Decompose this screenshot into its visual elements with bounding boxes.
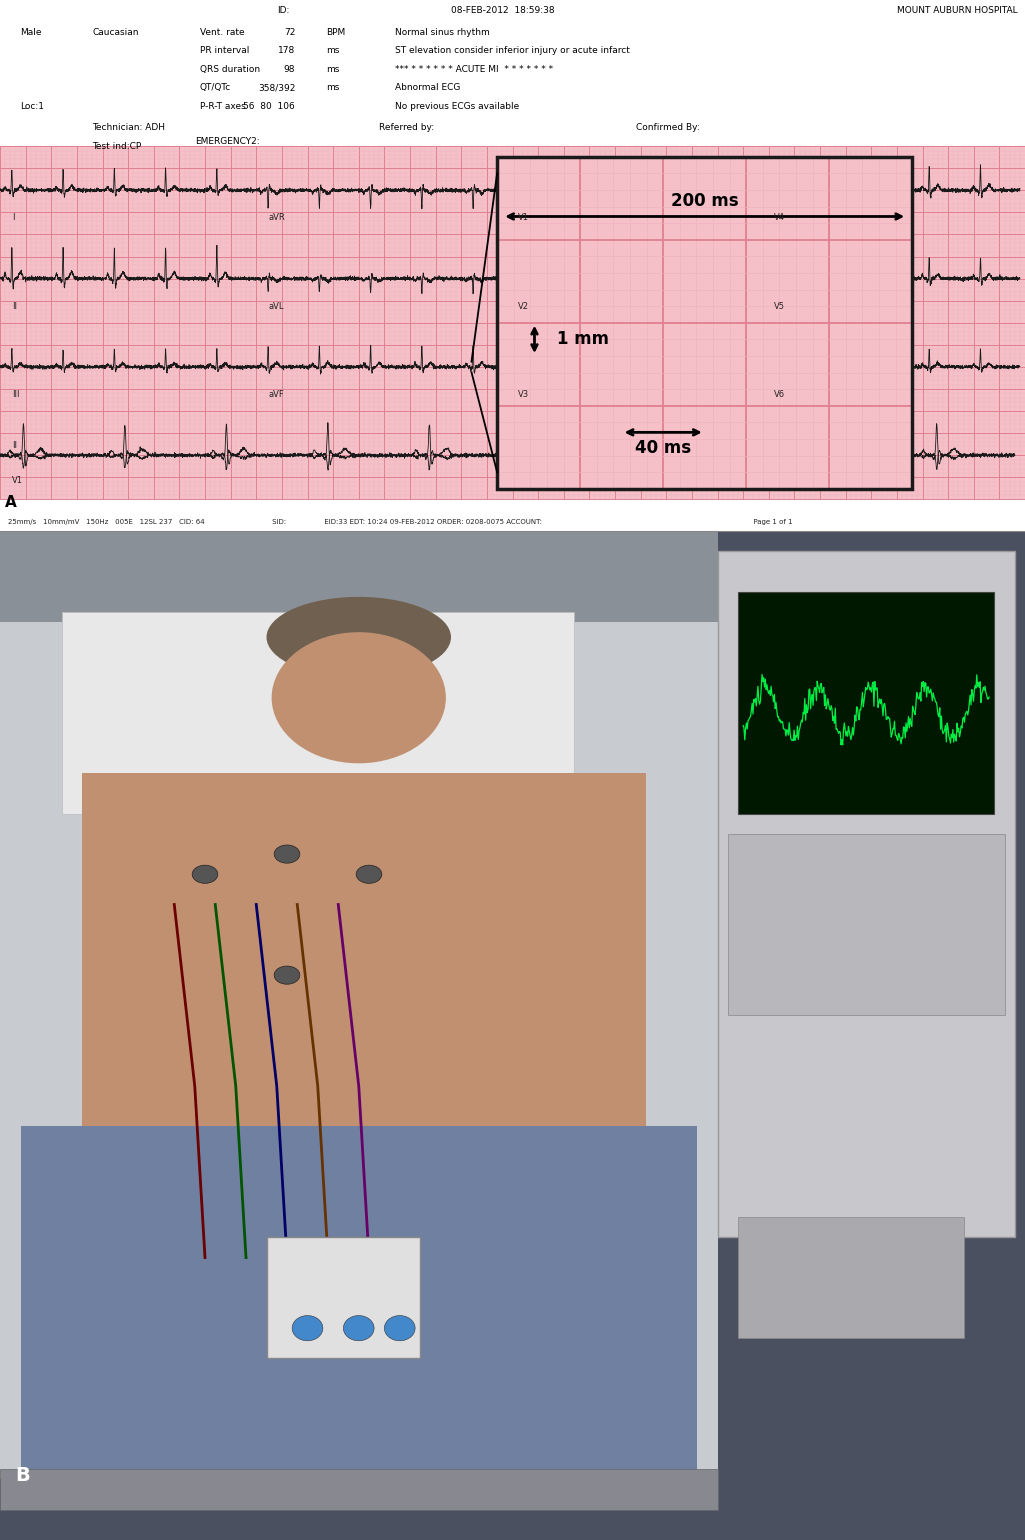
Text: ms: ms: [326, 46, 339, 55]
Text: V4: V4: [774, 213, 785, 222]
Text: 1 mm: 1 mm: [557, 331, 609, 348]
Bar: [497, 157, 912, 488]
Text: 25mm/s   10mm/mV   150Hz   005E   12SL 237   CID: 64                            : 25mm/s 10mm/mV 150Hz 005E 12SL 237 CID: …: [8, 519, 792, 525]
Text: V1: V1: [12, 476, 24, 485]
Ellipse shape: [343, 1315, 374, 1341]
Text: aVR: aVR: [269, 213, 285, 222]
Text: ms: ms: [326, 83, 339, 92]
Bar: [738, 591, 994, 813]
Text: Confirmed By:: Confirmed By:: [636, 123, 699, 132]
Text: II: II: [12, 302, 17, 311]
Bar: [0, 622, 718, 1480]
Text: Abnormal ECG: Abnormal ECG: [395, 83, 460, 92]
Text: *** * * * * * * ACUTE MI  * * * * * * *: *** * * * * * * ACUTE MI * * * * * * *: [395, 65, 552, 74]
Text: Male: Male: [20, 28, 42, 37]
Text: QT/QTc: QT/QTc: [200, 83, 231, 92]
Text: 178: 178: [278, 46, 295, 55]
Text: Vent. rate: Vent. rate: [200, 28, 245, 37]
Text: BPM: BPM: [326, 28, 345, 37]
Text: 72: 72: [284, 28, 295, 37]
Text: Test ind:CP: Test ind:CP: [92, 142, 141, 151]
Text: 98: 98: [284, 65, 295, 74]
Text: ST elevation consider inferior injury or acute infarct: ST elevation consider inferior injury or…: [395, 46, 629, 55]
Bar: [0, 146, 1025, 499]
Text: 200 ms: 200 ms: [671, 191, 738, 209]
Text: Caucasian: Caucasian: [92, 28, 138, 37]
Bar: [82, 773, 646, 1258]
Bar: [20, 1126, 697, 1480]
Bar: [266, 1238, 420, 1358]
Text: 40 ms: 40 ms: [636, 439, 691, 457]
Text: V2: V2: [518, 302, 529, 311]
Text: I: I: [12, 213, 14, 222]
Ellipse shape: [275, 845, 299, 862]
Bar: [0, 1469, 718, 1509]
Text: 56  80  106: 56 80 106: [244, 102, 295, 111]
Bar: [738, 1217, 964, 1338]
Bar: [497, 157, 912, 488]
Ellipse shape: [266, 598, 451, 678]
Text: Loc:1: Loc:1: [20, 102, 44, 111]
Text: PR interval: PR interval: [200, 46, 249, 55]
Text: aVF: aVF: [269, 390, 284, 399]
Bar: [718, 551, 1015, 1238]
Ellipse shape: [357, 865, 381, 884]
Text: III: III: [12, 390, 19, 399]
Text: 08-FEB-2012  18:59:38: 08-FEB-2012 18:59:38: [451, 6, 555, 15]
Text: EMERGENCY2:: EMERGENCY2:: [195, 137, 259, 146]
Bar: [728, 835, 1004, 1015]
Text: V5: V5: [774, 302, 785, 311]
Text: aVL: aVL: [269, 302, 284, 311]
Text: B: B: [15, 1466, 30, 1485]
Ellipse shape: [272, 631, 446, 764]
Text: MOUNT AUBURN HOSPITAL: MOUNT AUBURN HOSPITAL: [897, 6, 1018, 15]
Text: 358/392: 358/392: [258, 83, 295, 92]
Bar: [497, 157, 912, 488]
Text: No previous ECGs available: No previous ECGs available: [395, 102, 519, 111]
Text: A: A: [5, 496, 16, 510]
Text: V1: V1: [518, 213, 529, 222]
Ellipse shape: [292, 1315, 323, 1341]
Text: V6: V6: [774, 390, 785, 399]
Bar: [62, 611, 574, 813]
Text: Normal sinus rhythm: Normal sinus rhythm: [395, 28, 489, 37]
Ellipse shape: [275, 966, 299, 984]
Text: QRS duration: QRS duration: [200, 65, 260, 74]
Ellipse shape: [193, 865, 217, 884]
Bar: [0, 531, 718, 713]
Text: ID:: ID:: [277, 6, 289, 15]
Text: Referred by:: Referred by:: [379, 123, 435, 132]
Text: Technician: ADH: Technician: ADH: [92, 123, 165, 132]
Text: P-R-T axes: P-R-T axes: [200, 102, 246, 111]
Ellipse shape: [384, 1315, 415, 1341]
Text: II: II: [12, 440, 17, 450]
Text: ms: ms: [326, 65, 339, 74]
Text: V3: V3: [518, 390, 529, 399]
